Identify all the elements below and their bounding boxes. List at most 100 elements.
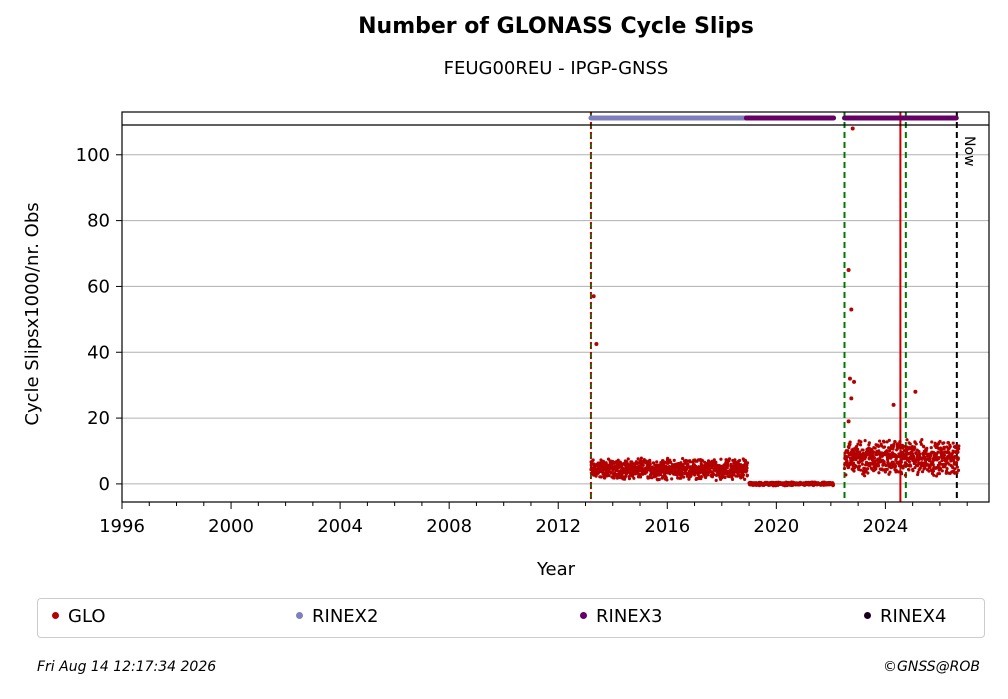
data-point-glo [831,483,836,487]
data-point-glo [931,469,936,473]
footer-timestamp: Fri Aug 14 12:17:34 2026 [37,659,217,675]
data-point-glo [878,439,882,443]
data-point-glo [863,474,867,478]
data-point-glo [648,462,652,466]
y-tick-label: 20 [87,408,110,429]
format-bars [122,115,989,126]
data-point-glo [886,460,890,464]
data-point-glo [877,449,881,453]
data-point-glo [733,458,737,462]
data-point-glo [885,440,889,444]
data-point-glo [913,465,917,470]
legend: GLO RINEX2 RINEX3 RINEX4 [37,598,985,638]
data-point-glo [883,470,887,474]
data-point-glo [850,126,855,131]
data-point-glo [743,477,747,481]
data-point-glo [951,441,955,445]
data-point-glo [945,466,949,471]
data-point-glo [917,449,921,454]
data-point-glo [918,452,922,456]
data-point-glo [907,468,911,472]
data-point-glo [842,466,847,471]
data-point-glo [925,446,929,450]
data-point-glo [858,450,862,454]
data-point-glo [872,456,877,460]
data-point-glo [944,469,949,473]
x-tick-label: 2024 [862,516,908,537]
legend-item-glo: GLO [52,606,106,627]
data-point-glo [955,465,959,469]
data-point-glo [888,470,892,474]
data-point-glo [957,444,961,448]
data-point-glo [632,476,636,480]
data-point-glo [745,466,749,470]
y-axis-label: Cycle Slipsx1000/nr. Obs [22,202,43,425]
data-point-glo [630,460,634,464]
data-point-glo [714,478,718,482]
data-point-glo [937,456,941,460]
data-point-glo [956,468,961,472]
data-point-glo [863,438,867,443]
data-point-glo [896,470,901,474]
data-point-glo [922,445,926,449]
y-tick-label: 60 [87,276,110,297]
data-point-glo [591,294,596,299]
data-point-glo [920,470,925,474]
data-point-glo [686,462,690,466]
x-tick-label: 2016 [644,516,690,537]
data-point-glo [911,469,915,473]
data-point-glo [856,447,860,451]
data-point-glo [626,457,630,461]
data-point-glo [928,458,932,462]
data-point-glo [693,473,697,477]
data-point-glo [905,449,909,453]
data-point-glo [919,442,923,446]
legend-item-rinex4: RINEX4 [864,606,946,627]
data-point-glo [603,476,607,480]
data-point-glo [726,463,730,467]
data-point-glo [909,464,913,468]
data-point-glo [894,464,898,468]
axes: 0 20 40 60 80 100 1996 2000 2004 2008 2012 2016 2020… [76,111,990,537]
data-point-glo [703,460,707,464]
data-point-glo [665,478,669,482]
data-point-glo [647,476,651,480]
data-point-glo [854,444,859,449]
data-point-glo [599,475,603,479]
data-point-glo [916,470,920,474]
data-point-glo [680,470,684,475]
data-point-glo [936,450,940,454]
data-point-glo [874,467,878,471]
data-point-glo [636,457,640,461]
y-tick-label: 100 [76,145,110,166]
data-point-glo [594,342,599,347]
data-point-glo [638,475,643,479]
data-point-glo [887,438,891,442]
data-point-glo [630,466,634,470]
data-point-glo [948,444,952,449]
data-point-glo [655,460,659,464]
data-point-glo [927,469,931,473]
data-point-glo [876,464,881,468]
data-point-glo [704,475,708,480]
data-point-glo [866,471,870,475]
data-point-glo [866,467,870,471]
data-point-glo [857,464,862,468]
data-point-glo [949,459,953,463]
data-point-glo [956,457,960,461]
data-point-glo [639,456,643,460]
data-point-glo [871,450,876,454]
data-point-glo [847,376,852,381]
data-point-glo [938,467,943,471]
data-point-glo [591,458,595,462]
data-point-glo [898,440,902,444]
data-point-glo [615,472,619,476]
data-point-glo [942,441,946,445]
x-tick-label: 1996 [99,516,145,537]
data-point-glo [682,475,686,479]
data-point-glo [607,473,611,478]
data-point-glo [856,442,860,446]
data-point-glo [725,466,729,470]
data-point-glo [861,448,865,452]
